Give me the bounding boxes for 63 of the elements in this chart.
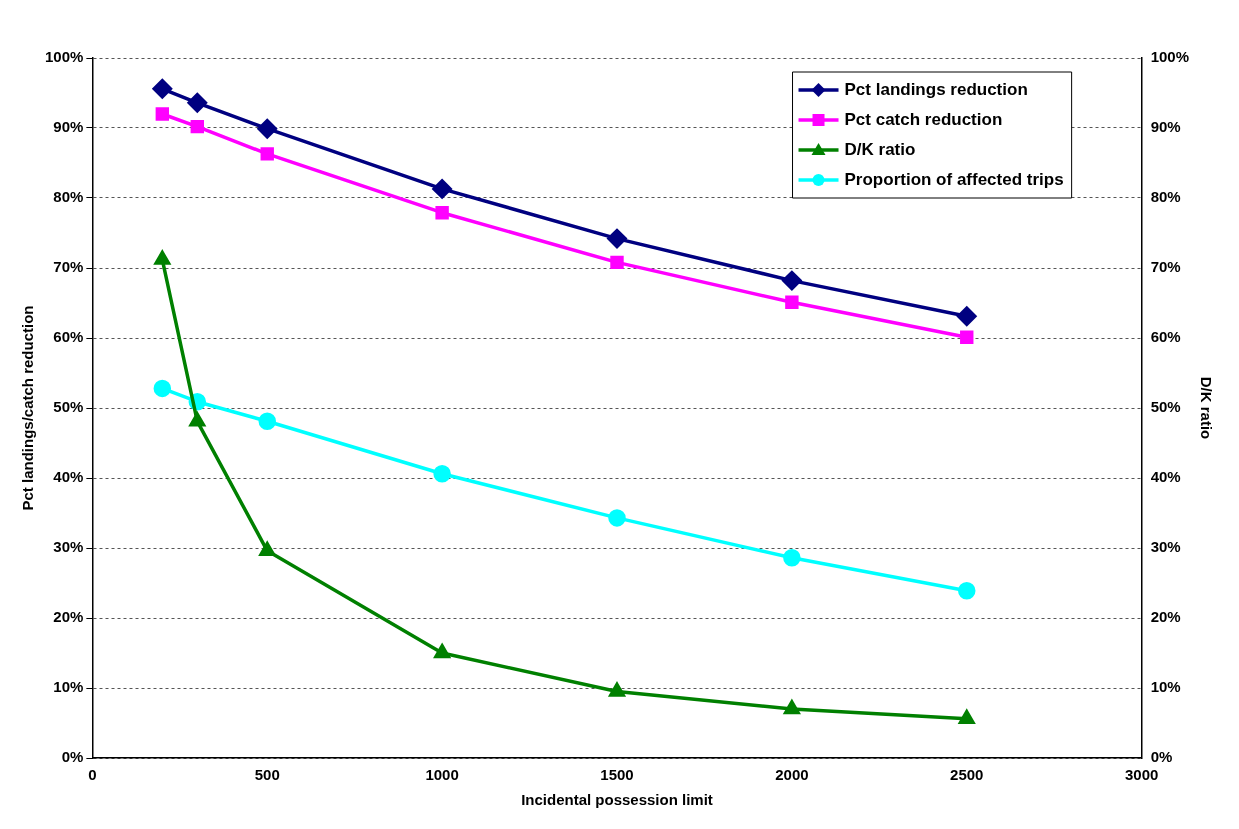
point [782, 270, 802, 291]
point [432, 179, 452, 199]
y-tick-label: 60% [53, 328, 84, 346]
point [957, 306, 977, 327]
point [610, 255, 624, 270]
y2-tick-label: 40% [1150, 468, 1181, 486]
point [155, 107, 170, 121]
legend-label: D/K ratio [844, 139, 916, 159]
point [257, 118, 277, 139]
point [960, 330, 974, 344]
y2-tick-label: 30% [1150, 538, 1181, 556]
y-tick-label: 30% [53, 538, 84, 556]
y-tick-label: 10% [53, 678, 84, 696]
y-axis-title: Pct landings/catch reduction [19, 305, 37, 511]
y2-tick-label: 100% [1150, 48, 1190, 66]
point [434, 644, 450, 659]
point [187, 93, 208, 113]
point [153, 379, 172, 398]
point [609, 682, 625, 697]
y-tick-label: 90% [53, 118, 84, 136]
y2-tick-label: 50% [1150, 398, 1181, 416]
legend-label: Pct landings reduction [844, 79, 1028, 99]
point [958, 581, 976, 600]
y-tick-label: 100% [44, 48, 84, 66]
y2-tick-label: 20% [1150, 608, 1181, 626]
y2-tick-label: 10% [1150, 678, 1181, 696]
legend-label: Pct catch reduction [844, 109, 1003, 129]
y2-tick-label: 60% [1150, 328, 1181, 346]
x-tick-label: 3000 [1124, 765, 1159, 783]
x-tick-label: 1000 [425, 765, 459, 783]
y2-tick-label: 70% [1150, 258, 1181, 276]
point [784, 700, 800, 715]
y2-tick-label: 80% [1150, 188, 1181, 206]
x-tick-label: 2500 [950, 765, 984, 783]
point [958, 710, 975, 725]
y-tick-label: 50% [53, 398, 84, 416]
point [188, 410, 207, 427]
x-tick-label: 0 [88, 765, 97, 783]
point [433, 465, 451, 483]
y-tick-label: 80% [53, 188, 84, 206]
point [259, 542, 276, 557]
y-tick-label: 40% [53, 468, 84, 486]
y2-tick-label: 0% [1150, 748, 1173, 766]
x-tick-label: 500 [254, 765, 280, 783]
x-tick-label: 2000 [775, 765, 809, 783]
point [608, 509, 626, 527]
x-tick-label: 1500 [600, 765, 634, 783]
point [260, 147, 274, 161]
y-tick-label: 70% [53, 258, 84, 276]
x-axis-title: Incidental possession limit [521, 791, 713, 809]
point [258, 412, 276, 431]
point [152, 79, 173, 99]
y2-axis-title: D/K ratio [1197, 376, 1215, 440]
y-tick-label: 20% [53, 608, 84, 626]
y2-tick-label: 90% [1150, 118, 1181, 136]
point [783, 549, 801, 567]
point [435, 206, 449, 220]
point [154, 250, 171, 265]
y-tick-label: 0% [61, 748, 84, 766]
point [785, 295, 799, 309]
point [607, 228, 627, 249]
point [190, 119, 204, 134]
legend-label: Proportion of affected trips [844, 169, 1064, 189]
